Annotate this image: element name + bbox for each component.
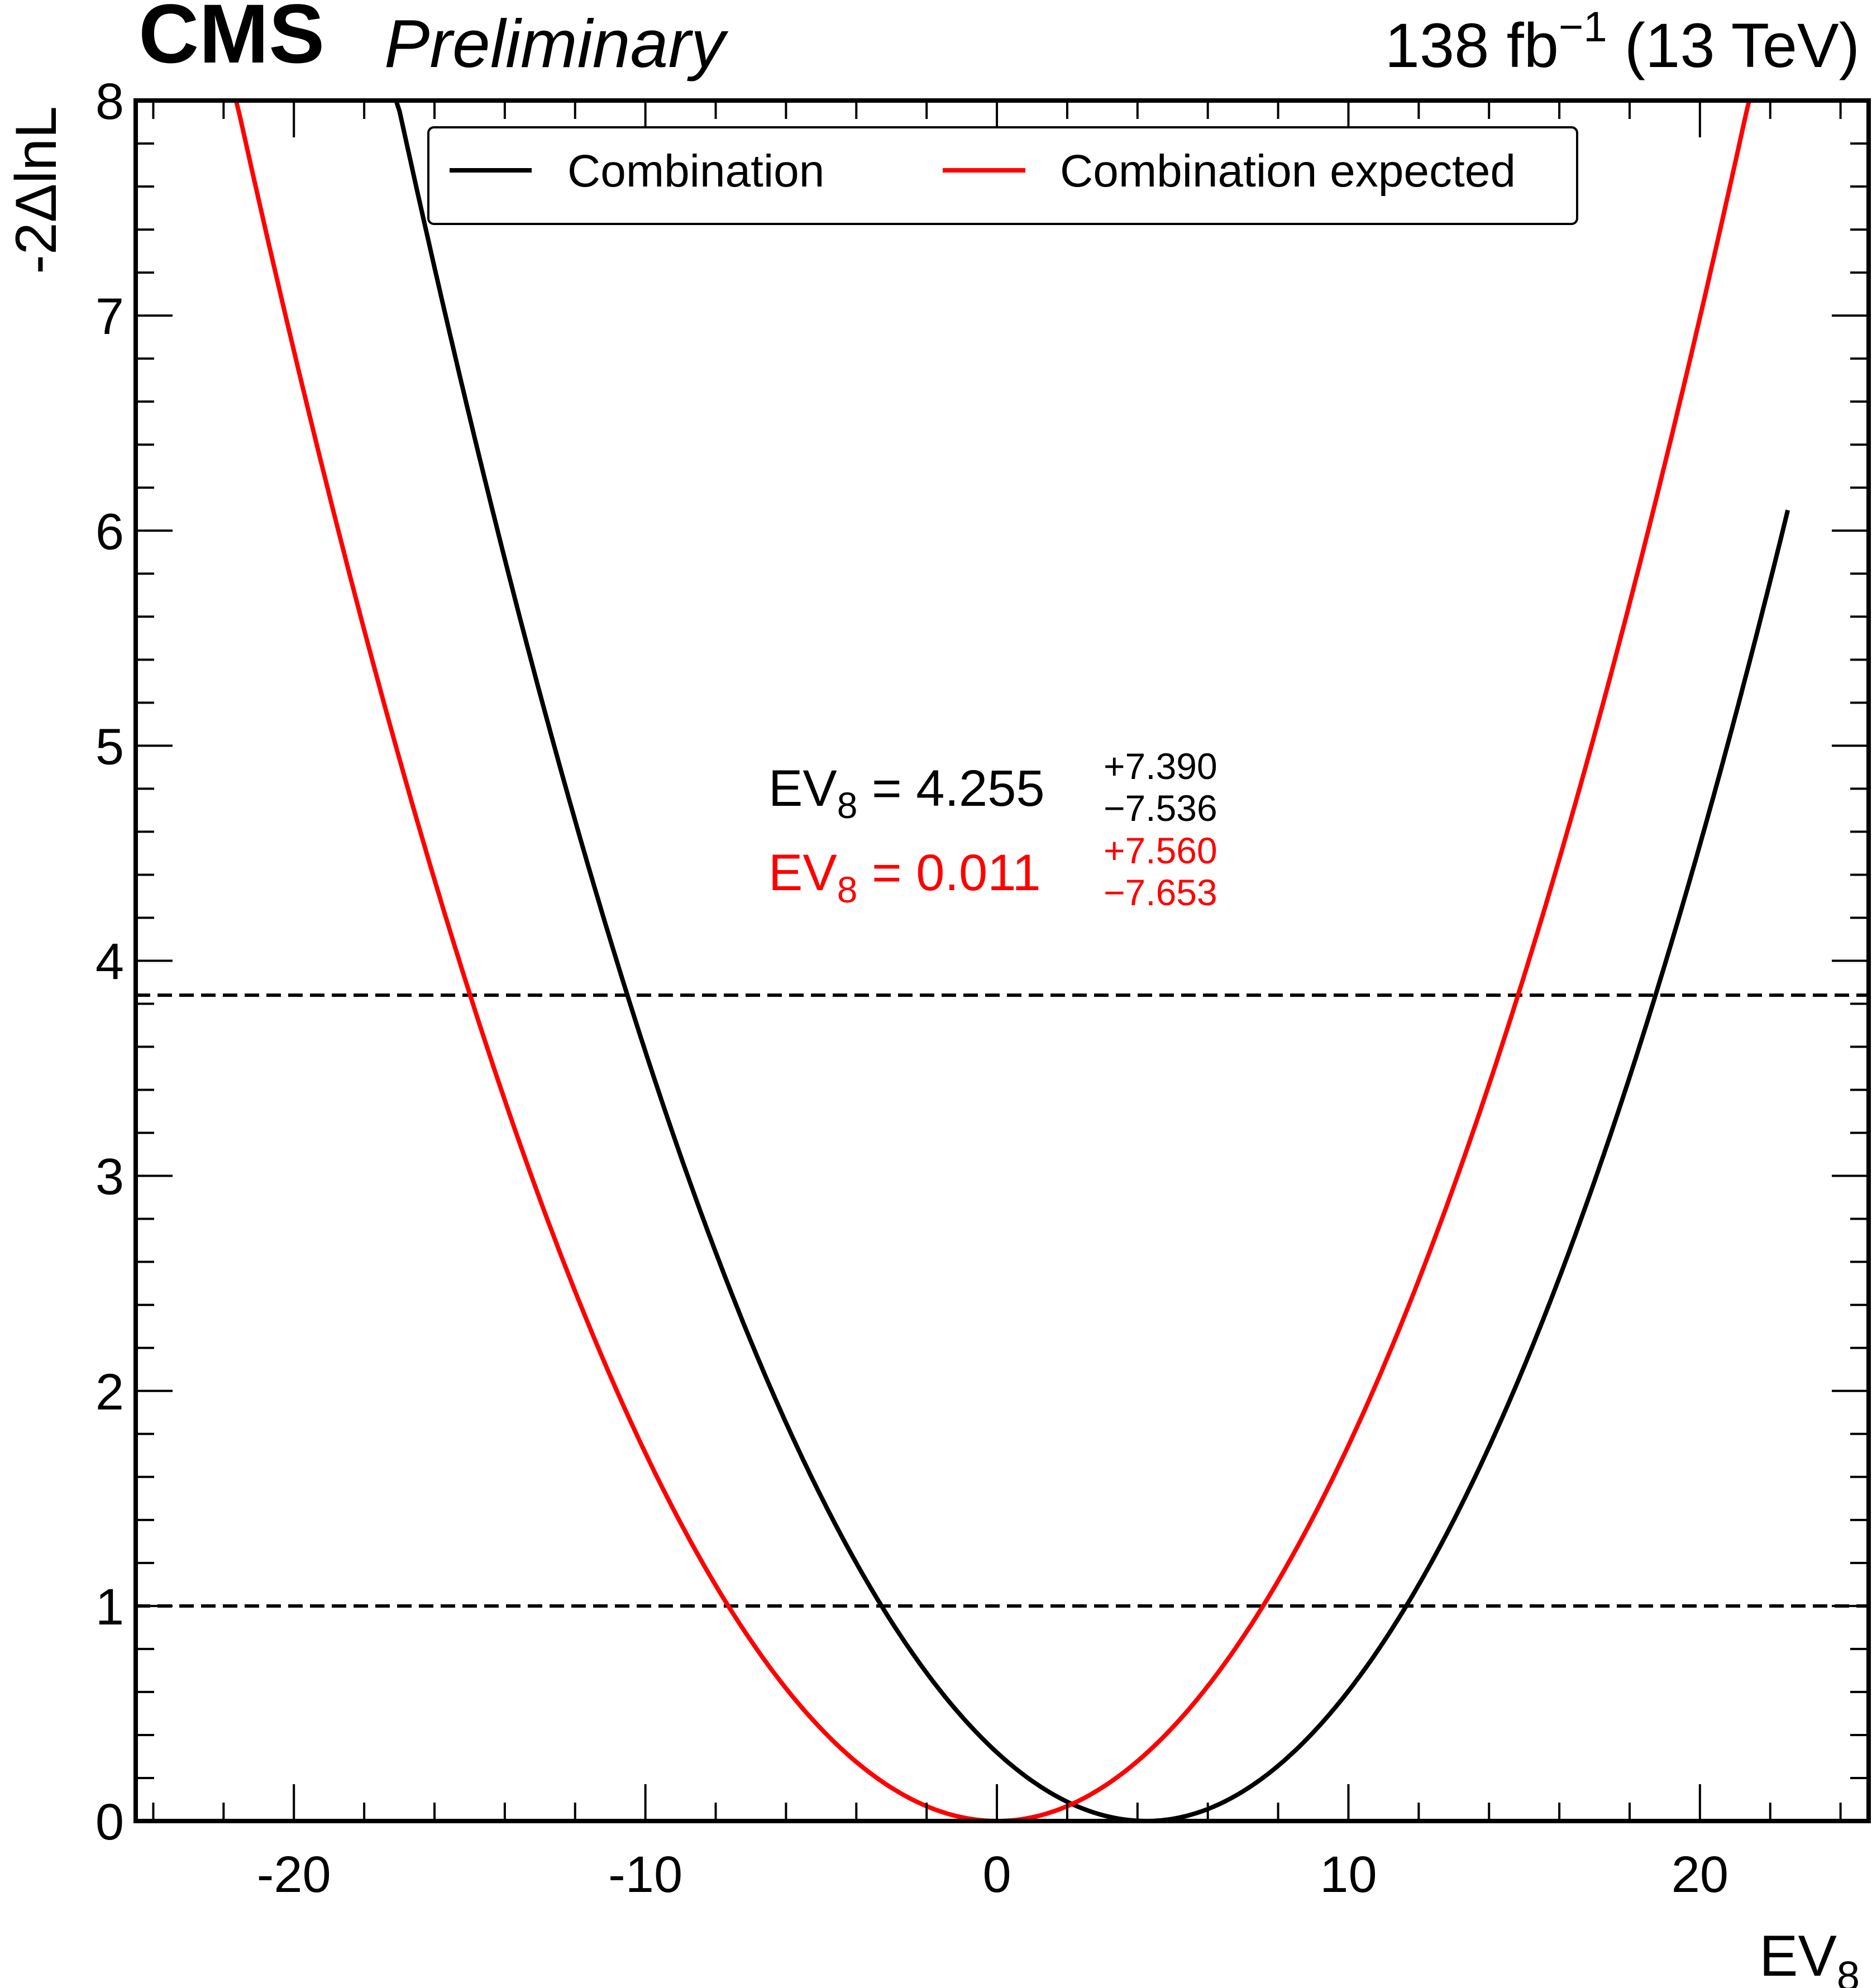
- plot-frame: [133, 98, 1871, 1823]
- y-tick-label: 2: [95, 1364, 124, 1421]
- axis-ticks: [136, 99, 1869, 1822]
- y-tick-label: 5: [95, 718, 124, 775]
- y-tick-label: 1: [95, 1579, 124, 1636]
- y-tick-label: 8: [95, 73, 124, 130]
- cms-label: CMS: [139, 0, 324, 80]
- curves: [213, 98, 1790, 1824]
- y-tick-label: 6: [95, 503, 124, 560]
- annotation-observed-err-down: −7.536: [1104, 787, 1217, 829]
- x-tick-label: -20: [257, 1846, 331, 1903]
- reference-lines: [136, 993, 1869, 1608]
- x-tick-label: -10: [608, 1846, 682, 1903]
- luminosity-label: 138 fb−1 (13 TeV): [1385, 3, 1860, 80]
- x-tick-label: 20: [1672, 1846, 1728, 1903]
- annotation-expected: EV8 = 0.011 +7.560 −7.653: [768, 830, 1217, 913]
- y-tick-label: 3: [95, 1149, 124, 1206]
- annotation-expected-err-down: −7.653: [1104, 872, 1217, 913]
- curve-combination-expected: [213, 98, 1751, 1823]
- plot-area: [133, 98, 1871, 1824]
- annotation-observed: EV8 = 4.255 +7.390 −7.536: [768, 746, 1217, 829]
- preliminary-label: Preliminary: [384, 6, 729, 82]
- y-tick-label: 4: [95, 934, 124, 991]
- legend-label-combination-expected: Combination expected: [1060, 146, 1516, 197]
- annotation-observed-err-up: +7.390: [1104, 746, 1217, 787]
- tick-labels: -20 -10 0 10 20 0 1 2 3 4 5 6 7 8: [95, 73, 1728, 1903]
- legend: Combination Combination expected: [427, 126, 1578, 225]
- y-tick-label: 0: [95, 1794, 124, 1851]
- annotation-expected-err-up: +7.560: [1104, 830, 1217, 871]
- y-tick-label: 7: [95, 288, 124, 345]
- annotation-observed-text: EV8 = 4.255: [768, 760, 1045, 826]
- curve-combination: [371, 98, 1790, 1824]
- legend-label-combination: Combination: [567, 146, 824, 197]
- x-axis-title: EV8: [1759, 1924, 1860, 1988]
- y-axis-title: -2ΔlnL: [4, 106, 69, 274]
- legend-box: [427, 126, 1578, 225]
- annotation-expected-text: EV8 = 0.011: [768, 844, 1041, 910]
- x-tick-label: 10: [1320, 1846, 1377, 1903]
- x-tick-label: 0: [982, 1846, 1011, 1903]
